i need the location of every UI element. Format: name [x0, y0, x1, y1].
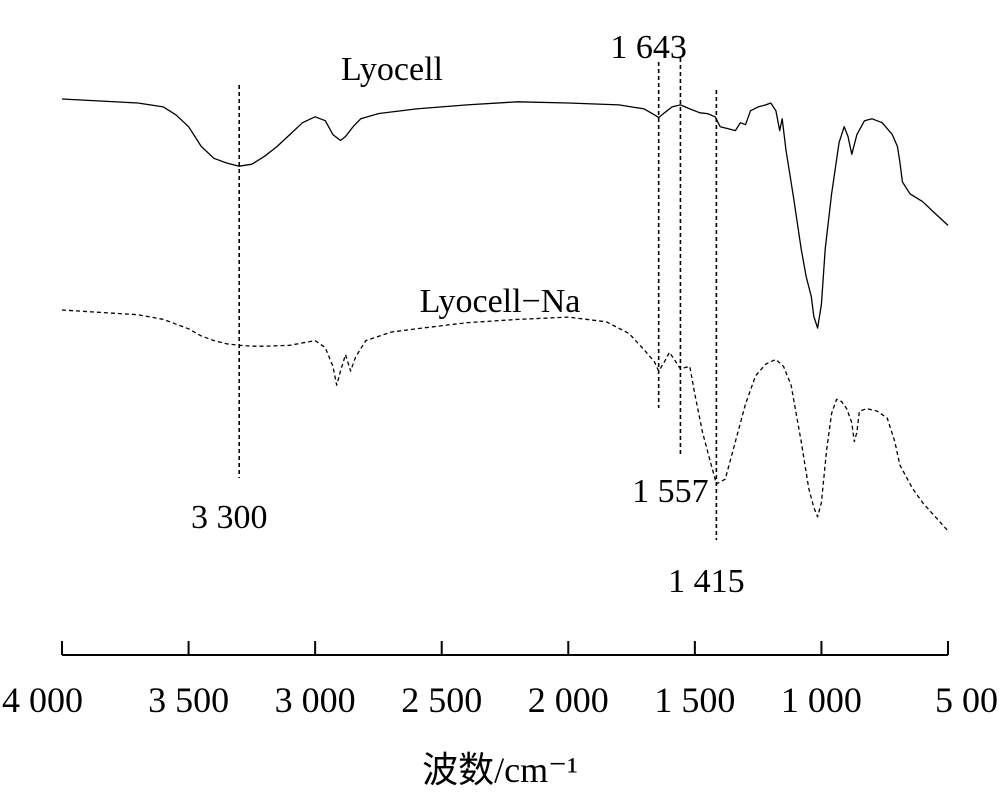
- x-axis-label: 波数/cm⁻¹: [422, 750, 578, 790]
- series-label-2: Lyocell−Na: [420, 283, 581, 320]
- x-tick-label-5: 2 000: [528, 680, 609, 720]
- annotation-label-4: 1 415: [668, 563, 745, 600]
- x-tick-label-2: 3 500: [148, 680, 229, 720]
- series-line-2: [61, 309, 949, 532]
- annotation-label-2: 1 643: [610, 29, 687, 66]
- plot-area: [61, 98, 949, 532]
- x-tick-label-8: 5 00: [935, 680, 998, 720]
- x-tick-label-7: 1 000: [781, 680, 862, 720]
- x-tick-label-1: 4 000: [2, 680, 83, 720]
- text-labels: Lyocell Lyocell−Na 3 300 1 643 1 557 1 415: [191, 29, 745, 600]
- x-axis: 4 000 3 500 3 000 2 500 2 000 1 500 1 000 5 00 波…: [2, 641, 998, 790]
- series-label-1: Lyocell: [341, 51, 443, 88]
- x-tick-label-6: 1 500: [654, 680, 735, 720]
- annotation-label-3: 1 557: [632, 473, 709, 510]
- x-tick-label-4: 2 500: [401, 680, 482, 720]
- series-line-1: [61, 98, 949, 329]
- annotation-label-1: 3 300: [191, 499, 268, 536]
- x-tick-label-3: 3 000: [275, 680, 356, 720]
- annotation-reference-lines: [238, 58, 718, 540]
